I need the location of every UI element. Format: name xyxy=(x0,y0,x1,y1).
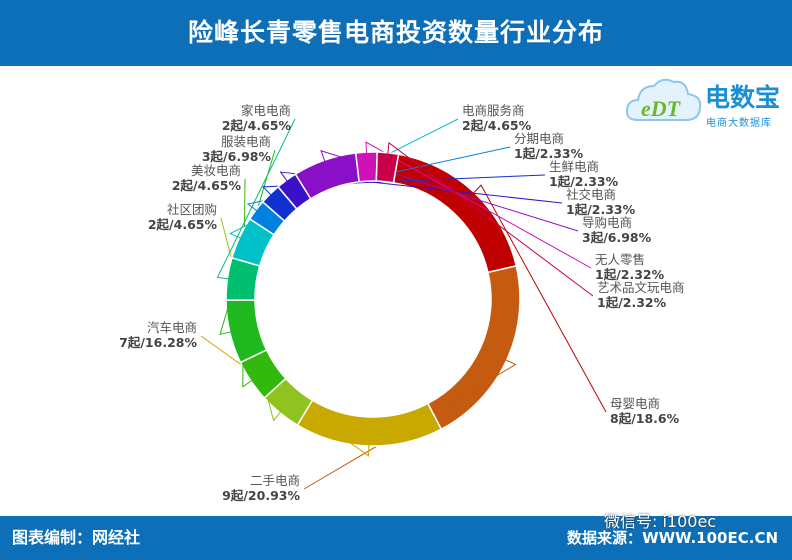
cloud-logo-icon: eDT xyxy=(625,78,702,121)
slice-label-name: 母婴电商 xyxy=(610,396,660,411)
leader-line-2 xyxy=(303,359,517,490)
donut-slice-1 xyxy=(392,153,518,274)
slice-label-name: 导购电商 xyxy=(582,215,632,230)
slice-label-name: 二手电商 xyxy=(250,473,300,488)
slice-label-value: 1起/2.32% xyxy=(595,267,665,282)
slice-label-name: 艺术品文玩电商 xyxy=(597,280,685,295)
slice-label-value: 3起/6.98% xyxy=(582,230,652,245)
leader-line-14 xyxy=(387,141,594,297)
slice-label-value: 2起/4.65% xyxy=(172,178,242,193)
slice-label-value: 2起/4.65% xyxy=(222,118,292,133)
slice-label-value: 1起/2.33% xyxy=(549,174,619,189)
slice-label-value: 9起/20.93% xyxy=(222,488,300,503)
footer-source: 数据来源：WWW.100EC.CN xyxy=(567,516,778,560)
slice-label-value: 1起/2.33% xyxy=(514,146,584,161)
slice-label-name: 社区团购 xyxy=(167,202,217,217)
donut-slice-3 xyxy=(296,399,443,447)
leader-line-1 xyxy=(472,184,607,413)
logo-name: 电数宝 xyxy=(705,83,781,112)
slice-label-value: 7起/16.28% xyxy=(119,335,197,350)
leader-line-9 xyxy=(246,146,511,212)
slice-label-name: 生鲜电商 xyxy=(549,159,599,174)
leader-line-12 xyxy=(320,150,579,232)
footer-credit: 图表编制：网经社 xyxy=(12,528,141,547)
logo-mark: eDT xyxy=(641,96,682,121)
slice-label-name: 无人零售 xyxy=(595,252,645,267)
logo-tagline: 电商大数据库 xyxy=(706,118,772,129)
slice-label-name: 社交电商 xyxy=(566,187,616,202)
leader-line-7 xyxy=(216,118,296,280)
title-bar xyxy=(0,0,792,66)
wechat-id: 微信号: i100ec xyxy=(604,512,717,531)
slice-label-value: 3起/6.98% xyxy=(202,149,272,164)
slice-label-name: 美妆电商 xyxy=(191,163,241,178)
donut-slice-6 xyxy=(225,299,268,364)
source-label: 数据来源： xyxy=(567,529,643,547)
leader-line-10 xyxy=(261,174,546,196)
source-site: WWW.100EC.CN xyxy=(642,529,778,547)
slice-label-value: 1起/2.33% xyxy=(566,202,636,217)
donut-slice-14 xyxy=(375,151,400,184)
donut-slice-2 xyxy=(426,264,521,431)
slice-label-name: 服装电商 xyxy=(221,134,271,149)
slice-label-name: 汽车电商 xyxy=(147,320,197,335)
footer-bar xyxy=(0,516,792,560)
page-title: 险峰长青零售电商投资数量行业分布 xyxy=(187,18,604,47)
slice-label-value: 2起/4.65% xyxy=(462,118,532,133)
leader-line-11 xyxy=(279,171,563,204)
slice-label-name: 电商服务商 xyxy=(462,103,525,118)
slice-label-value: 1起/2.32% xyxy=(597,295,667,310)
slice-label-value: 8起/18.6% xyxy=(610,411,680,426)
slice-label-name: 家电电商 xyxy=(241,103,291,118)
slice-label-value: 2起/4.65% xyxy=(148,217,218,232)
leader-line-13 xyxy=(365,141,592,269)
slice-label-name: 分期电商 xyxy=(514,131,564,146)
donut-slice-13 xyxy=(354,151,378,183)
